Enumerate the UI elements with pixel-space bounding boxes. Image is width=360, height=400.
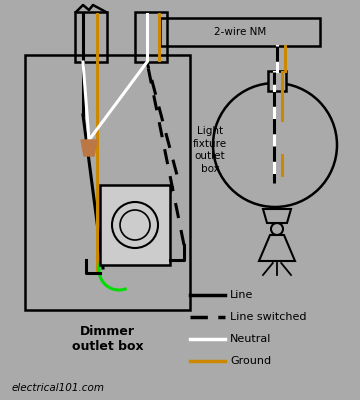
Text: Neutral: Neutral	[230, 334, 271, 344]
Polygon shape	[268, 71, 286, 91]
Text: Line switched: Line switched	[175, 0, 247, 2]
Polygon shape	[75, 12, 107, 62]
Text: Line: Line	[230, 290, 253, 300]
Text: Line switched: Line switched	[230, 312, 306, 322]
Text: To Panel: To Panel	[70, 0, 112, 2]
Text: electrical101.com: electrical101.com	[12, 383, 105, 393]
Bar	[100, 185, 170, 265]
Polygon shape	[81, 140, 97, 156]
Polygon shape	[135, 12, 167, 62]
Text: Ground: Ground	[230, 356, 271, 366]
Text: Light
fixture
outlet
box: Light fixture outlet box	[193, 126, 227, 174]
Text: 2-wire NM: 2-wire NM	[214, 27, 266, 37]
Text: Dimmer
outlet box: Dimmer outlet box	[72, 325, 143, 353]
